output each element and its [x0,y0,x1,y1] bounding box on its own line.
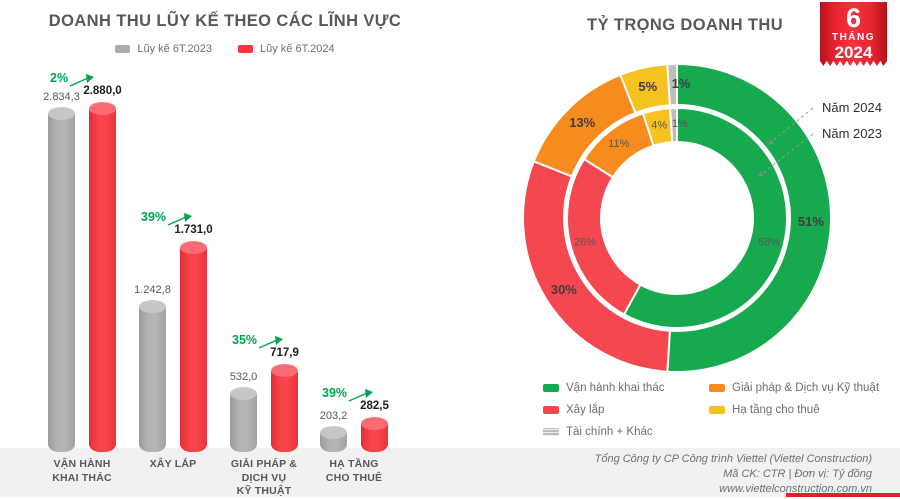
legend-swatch-yellow [709,406,725,414]
bar-2024-cap [361,416,388,430]
donut-slice-label: 1% [672,76,691,91]
bar-2023-cap [48,107,75,121]
growth-percent: 39% [322,385,348,400]
donut-slice [666,62,832,373]
legend-item-giai-phap: Giải pháp & Dịch vụ Kỹ thuật [709,382,879,394]
donut-slice-label: 4% [651,120,667,132]
donut-slice-label: 13% [569,115,595,130]
donut-slice-label: 1% [672,118,688,130]
donut-slice [669,106,678,144]
donut-slice-label: 26% [574,237,596,249]
legend-label-giai-phap: Giải pháp & Dịch vụ Kỹ thuật [732,382,880,394]
bar-2024-cap [89,101,116,115]
bottom-gray-band [0,448,900,497]
legend-swatch-gray-striped [543,428,559,436]
legend-label-2024: Lũy kế 6T.2024 [260,43,335,55]
legend-label-van-hanh: Vận hành khai thác [566,382,665,394]
legend-label-ha-tang: Hạ tầng cho thuê [732,404,820,416]
legend-swatch-red [543,406,559,414]
bottom-red-strip [786,493,900,497]
growth-arrow-icon [258,335,284,349]
growth-label: 39% [141,210,193,227]
bar-2023-cap [230,386,257,400]
ring-note-2023: Năm 2023 [822,126,882,141]
legend-swatch-green [543,384,559,392]
bar-2024 [89,101,116,452]
bar-2023 [139,300,166,452]
badge-thang: THÁNG [831,32,876,44]
donut-slice-label: 5% [638,79,657,94]
legend-label-2023: Lũy kế 6T.2023 [137,43,212,55]
footer-company: Tổng Công ty CP Công trình Viettel (Viet… [594,453,872,465]
category-label: HẠ TẦNG CHO THUÊ [325,458,383,484]
growth-label: 2% [50,71,95,88]
bar-2023 [230,386,257,452]
bar-2023-cap [320,426,347,440]
footer: Tổng Công ty CP Công trình Viettel (Viet… [452,452,872,497]
bar-2024 [361,416,388,452]
legend-item-van-hanh: Vận hành khai thác [543,382,693,394]
bar-value-2024: 282,5 [360,399,389,412]
growth-arrow-icon [167,213,193,226]
bar-chart-title: DOANH THU LŨY KẾ THEO CÁC LĨNH VỰC [48,12,402,30]
legend-item-tai-chinh: Tài chính + Khác [543,426,693,438]
growth-arrow-icon [69,73,95,87]
category-label: GIẢI PHÁP & DỊCH VỤ KỸ THUẬT [230,458,298,498]
legend-label-xay-lap: Xây lắp [566,404,605,416]
growth-percent: 35% [232,332,258,347]
legend-item-ha-tang: Hạ tầng cho thuê [709,404,879,416]
donut-slice-label: 51% [798,214,824,229]
donut-legend: Vận hành khai thác Giải pháp & Dịch vụ K… [543,377,879,443]
badge-year: 2024 [834,43,873,63]
bar-value-2024: 2.880,0 [83,84,122,97]
legend-swatch-orange [709,384,725,392]
period-badge: 6 THÁNG 2024 [820,2,887,66]
bar-value-2023: 532,0 [229,370,258,383]
legend-swatch-red [238,45,253,53]
legend-item-xay-lap: Xây lắp [543,404,693,416]
bar-2024 [271,363,298,452]
bar-value-2024: 1.731,0 [174,224,213,237]
growth-percent: 39% [141,210,167,225]
bar-value-2023: 2.834,3 [43,91,80,104]
donut-slice-label: 58% [758,237,780,249]
category-label: VẬN HÀNH KHAI THÁC [52,458,112,484]
donut-chart: 51% 30% 13% 5% 1% 58% 26% 11% 4% 1% [522,62,832,373]
legend-swatch-gray [115,45,131,53]
badge-month: 6 [845,3,862,33]
legend-label-tai-chinh: Tài chính + Khác [566,426,653,438]
bar-2023 [48,107,75,452]
donut-slice-label: 11% [608,138,629,150]
bar-2024 [180,241,207,452]
footer-url[interactable]: www.viettelconstruction.com.vn [719,482,872,495]
bar-value-2023: 1.242,8 [134,284,171,297]
category-label: XÂY LẮP [149,458,197,470]
bar-value-2024: 717,9 [270,346,299,359]
growth-arrow-icon [348,388,374,402]
bar-chart-legend: Lũy kế 6T.2023 Lũy kế 6T.2024 [0,43,450,55]
growth-label: 39% [322,386,374,403]
bar-2023-cap [139,300,166,314]
bar-2024-cap [180,241,207,255]
growth-percent: 2% [50,70,69,85]
bar-2023 [320,426,347,452]
donut-chart-title: TỶ TRỌNG DOANH THU [586,16,784,34]
footer-ticker-unit: Mã CK: CTR | Đơn vị: Tỷ đồng [723,467,872,480]
donut-slice [666,62,678,107]
donut-slice [622,106,788,329]
donut-slice-label: 30% [551,282,577,297]
ring-note-2024: Năm 2024 [822,100,882,115]
bar-chart-area: 2.834,3 2.880,0 2% VẬN HÀNH KHAI THÁC 1.242,… [43,71,389,498]
growth-label: 35% [232,333,284,350]
legend-item-2024: Lũy kế 6T.2024 [238,43,335,55]
legend-item-2023: Lũy kế 6T.2023 [115,43,212,55]
bar-value-2023: 203,2 [319,410,348,423]
bar-2024-cap [271,363,298,377]
